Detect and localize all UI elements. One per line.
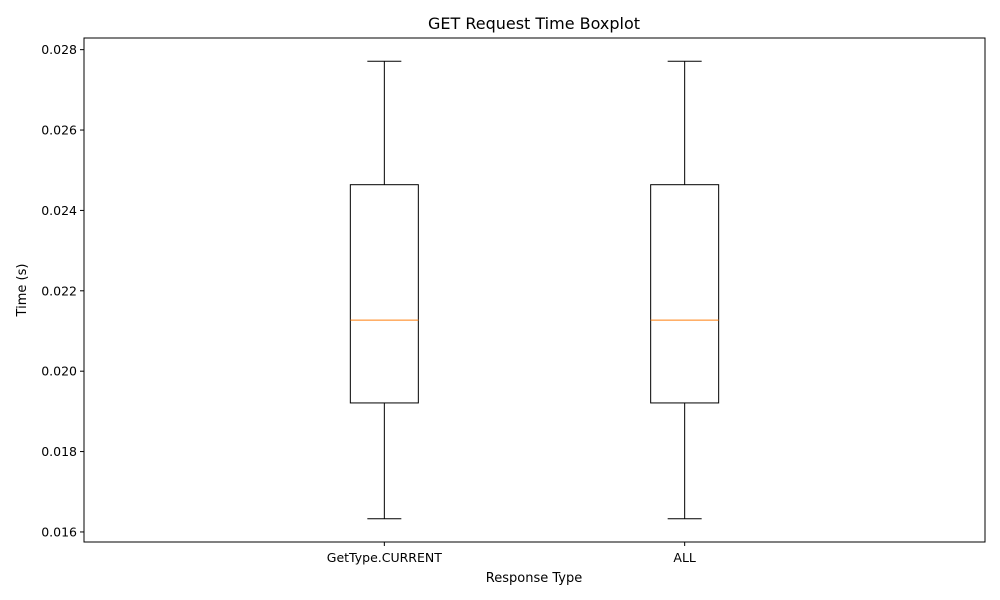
y-tick-label: 0.026 <box>41 123 77 138</box>
y-tick-label: 0.024 <box>41 203 77 218</box>
y-tick-label: 0.028 <box>41 42 77 57</box>
y-tick-label: 0.018 <box>41 444 77 459</box>
x-axis: GetType.CURRENT ALL <box>327 542 696 565</box>
x-axis-label: Response Type <box>486 571 582 586</box>
y-axis: 0.016 0.018 0.020 0.022 0.024 0.026 0.028 <box>41 42 84 539</box>
x-tick-label: GetType.CURRENT <box>327 550 442 565</box>
boxes-layer <box>349 60 720 520</box>
y-tick-label: 0.016 <box>41 524 77 539</box>
chart-title: GET Request Time Boxplot <box>428 14 640 33</box>
x-tick-label: ALL <box>673 550 696 565</box>
plot-area <box>83 37 986 543</box>
box-group <box>650 60 720 520</box>
y-axis-label: Time (s) <box>15 264 30 318</box>
box-group <box>349 60 419 520</box>
y-tick-label: 0.022 <box>41 283 77 298</box>
y-tick-label: 0.020 <box>41 364 77 379</box>
iqr-box <box>650 184 720 404</box>
iqr-box <box>349 184 419 404</box>
